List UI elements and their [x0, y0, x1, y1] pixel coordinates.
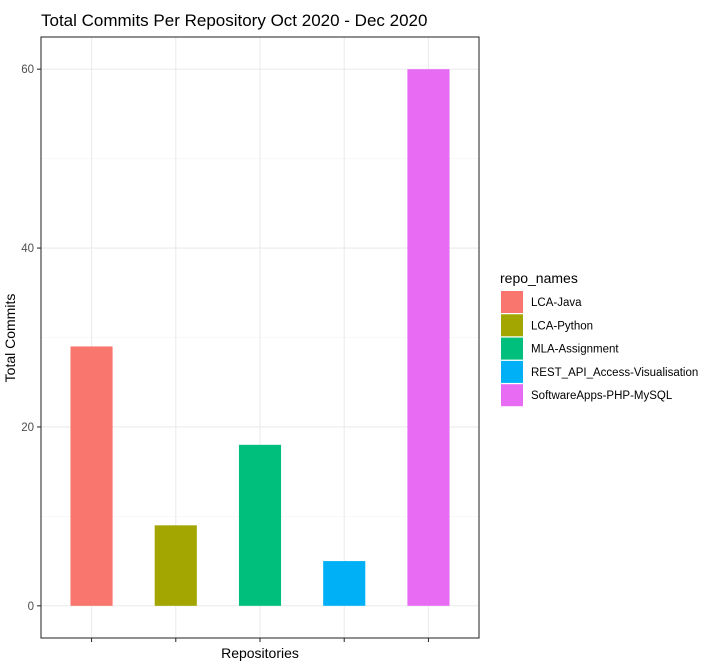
bar-lca-java [70, 346, 113, 606]
legend-swatch [501, 337, 523, 360]
legend-swatch [501, 360, 523, 383]
legend-swatch [501, 384, 523, 407]
bar-softwareapps-php-mysql [407, 69, 450, 606]
bar-rest-api-access-visualisation [323, 561, 366, 606]
bar-layer [70, 69, 450, 606]
y-tick-label: 0 [28, 601, 34, 613]
legend-swatch [501, 314, 523, 337]
x-axis-title: Repositories [221, 645, 299, 661]
bar-lca-python [154, 525, 197, 606]
legend-swatch [501, 291, 523, 313]
legend-label: SoftwareApps-PHP-MySQL [531, 390, 673, 402]
bar-mla-assignment [238, 444, 282, 606]
y-tick-label: 60 [21, 64, 34, 76]
legend-label: LCA-Java [531, 297, 582, 309]
legend-title: repo_names [500, 270, 578, 286]
chart-title: Total Commits Per Repository Oct 2020 - … [41, 11, 427, 30]
legend-label: LCA-Python [531, 320, 593, 332]
legend-label: REST_API_Access-Visualisation [531, 367, 698, 379]
legend: repo_names LCA-Java LCA-Python MLA-Assignm… [500, 270, 698, 407]
legend-label: MLA-Assignment [531, 344, 619, 356]
y-tick-label: 40 [21, 243, 34, 255]
y-axis: 0 20 40 60 [21, 64, 430, 642]
y-axis-title: Total Commits [2, 294, 18, 383]
y-tick-label: 20 [21, 422, 34, 434]
legend-items: LCA-Java LCA-Python MLA-Assignment REST_API… [501, 291, 698, 407]
